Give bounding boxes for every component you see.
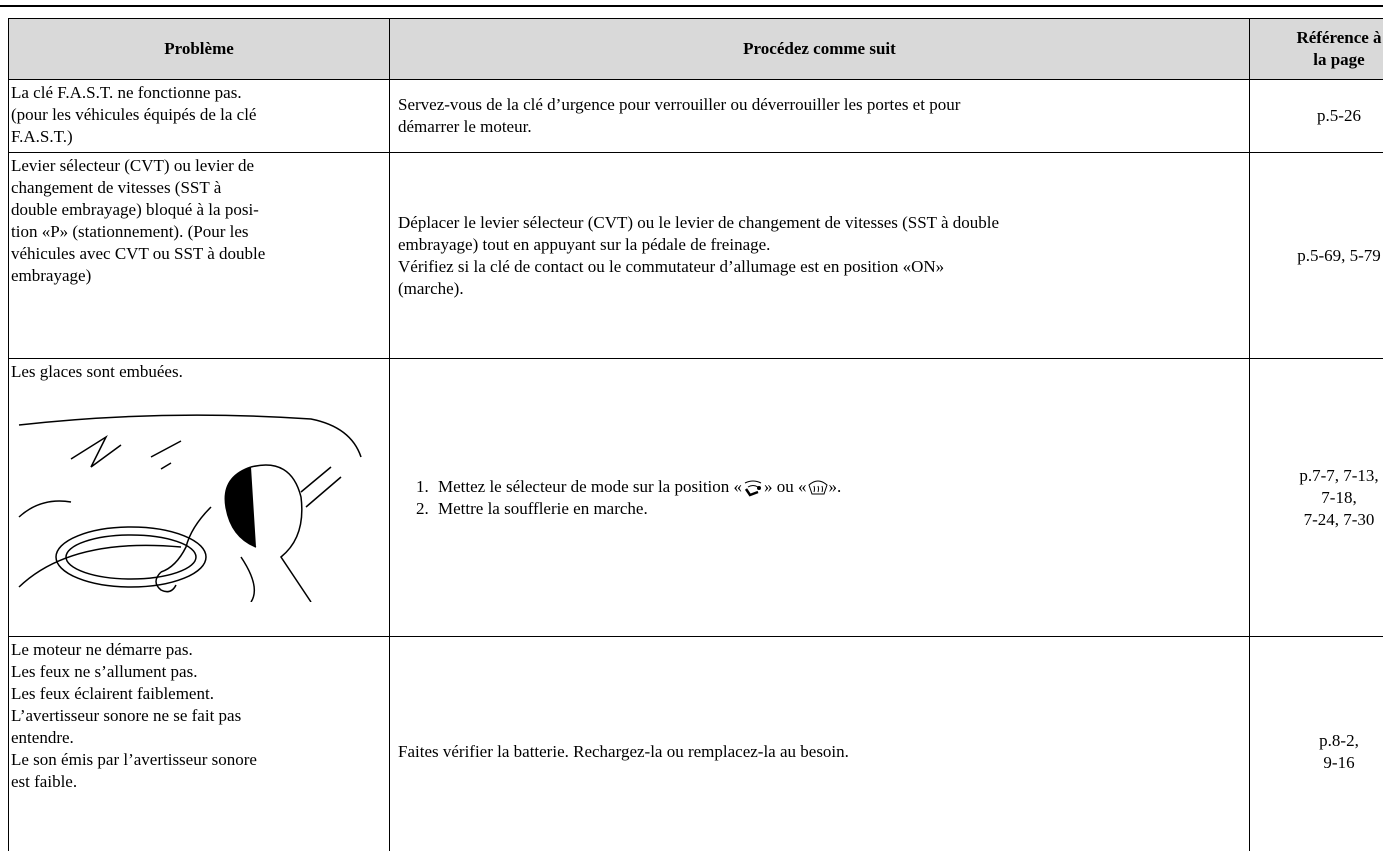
step-part: Mettre la soufflerie en marche.	[438, 498, 648, 518]
step: 1. Mettez le sélecteur de mode sur la pos…	[416, 476, 1241, 498]
table-row: Levier sélecteur (CVT) ou levier de chang…	[8, 152, 1383, 359]
problem-text: est faible.	[11, 772, 78, 791]
step-number: 1.	[416, 476, 429, 496]
problem-cell: Le moteur ne démarre pas. Les feux ne s’a…	[8, 636, 390, 851]
header-cell: Procédez comme suit	[389, 18, 1250, 80]
top-rule	[0, 5, 1383, 7]
troubleshooting-table: Problème Procédez comme suit Référence à la…	[8, 18, 1383, 851]
problem-text: entendre.	[11, 728, 74, 747]
problem-text: La clé F.A.S.T. ne fonctionne pas.	[11, 83, 242, 102]
reference-text: p.8-2,	[1319, 730, 1359, 750]
problem-text: embrayage)	[11, 266, 92, 285]
header-text: Problème	[164, 39, 234, 58]
table-row: Le moteur ne démarre pas. Les feux ne s’a…	[8, 636, 1383, 851]
problem-text: L’avertisseur sonore ne se fait pas	[11, 706, 242, 725]
reference-text: 7-24, 7-30	[1303, 509, 1375, 529]
problem-text: F.A.S.T.)	[11, 127, 73, 146]
header-cell: Problème	[8, 18, 390, 80]
header-text: la page	[1313, 50, 1365, 69]
action-cell: 1. Mettez le sélecteur de mode sur la pos…	[389, 358, 1250, 637]
reference-text: p.7-7, 7-13,	[1299, 465, 1379, 485]
problem-text: Le son émis par l’avertisseur sonore	[11, 750, 257, 769]
problem-text: Les feux ne s’allument pas.	[11, 662, 198, 681]
step-text: Mettre la soufflerie en marche.	[438, 498, 648, 520]
problem-text: Les feux éclairent faiblement.	[11, 684, 214, 703]
header-row: Problème Procédez comme suit Référence à la…	[8, 18, 1383, 80]
header-text: Référence à	[1296, 28, 1382, 47]
step-part: ».	[828, 476, 842, 496]
action-text: démarrer le moteur.	[398, 117, 532, 136]
step: 2. Mettre la soufflerie en marche.	[416, 498, 1241, 520]
table-row: La clé F.A.S.T. ne fonctionne pas. (pour …	[8, 79, 1383, 153]
action-text: embrayage) tout en appuyant sur la pédal…	[398, 234, 771, 254]
step-number: 2.	[416, 498, 429, 518]
defrost-floor-icon	[744, 480, 762, 497]
problem-text: Levier sélecteur (CVT) ou levier de	[11, 156, 255, 175]
step-part: » ou «	[764, 476, 807, 496]
problem-text: double embrayage) bloqué à la posi-	[11, 200, 259, 219]
action-text: Faites vérifier la batterie. Rechargez-l…	[398, 741, 849, 761]
reference-cell: p.7-7, 7-13, 7-18, 7-24, 7-30	[1249, 358, 1383, 637]
table-row: Les glaces sont embuées. 1. Mettez le sél…	[8, 358, 1383, 637]
reference-cell: p.5-26	[1249, 79, 1383, 153]
action-text: Vérifiez si la clé de contact ou le comm…	[398, 256, 945, 276]
reference-text: 7-18,	[1321, 487, 1357, 507]
header-text: Procédez comme suit	[743, 39, 896, 58]
driver-illustration	[18, 414, 362, 602]
reference-cell: p.8-2, 9-16	[1249, 636, 1383, 851]
defrost-icon	[807, 480, 828, 495]
problem-text: véhicules avec CVT ou SST à double	[11, 244, 266, 263]
action-cell: Déplacer le levier sélecteur (CVT) ou le…	[389, 152, 1250, 359]
action-text: Déplacer le levier sélecteur (CVT) ou le…	[398, 212, 1000, 232]
reference-text: p.5-69, 5-79	[1297, 245, 1381, 265]
problem-text: changement de vitesses (SST à	[11, 178, 222, 197]
problem-text: (pour les véhicules équipés de la clé	[11, 105, 257, 124]
step-text: Mettez le sélecteur de mode sur la posit…	[438, 476, 841, 498]
action-cell: Faites vérifier la batterie. Rechargez-l…	[389, 636, 1250, 851]
problem-cell: Levier sélecteur (CVT) ou levier de chang…	[8, 152, 390, 359]
action-text: Servez-vous de la clé d’urgence pour ver…	[398, 95, 961, 114]
action-text: (marche).	[398, 278, 464, 298]
problem-text: Les glaces sont embuées.	[11, 362, 183, 381]
step-part: Mettez le sélecteur de mode sur la posit…	[438, 476, 743, 496]
problem-cell: La clé F.A.S.T. ne fonctionne pas. (pour …	[8, 79, 390, 153]
problem-text: Le moteur ne démarre pas.	[11, 640, 193, 659]
problem-cell: Les glaces sont embuées.	[8, 358, 390, 637]
action-cell: Servez-vous de la clé d’urgence pour ver…	[389, 79, 1250, 153]
header-cell: Référence à la page	[1249, 18, 1383, 80]
problem-text: tion «P» (stationnement). (Pour les	[11, 222, 249, 241]
reference-text: 9-16	[1323, 752, 1355, 772]
reference-text: p.5-26	[1317, 106, 1361, 125]
reference-cell: p.5-69, 5-79	[1249, 152, 1383, 359]
